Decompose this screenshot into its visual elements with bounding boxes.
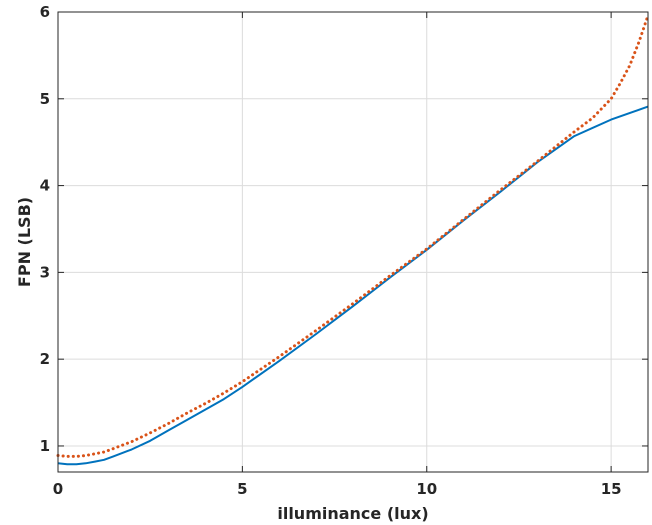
plot-frame — [57, 11, 649, 473]
series-line-solid — [57, 105, 649, 466]
y-tick-label: 6 — [40, 3, 50, 21]
y-tick-label: 5 — [40, 90, 50, 108]
x-tick-label: 0 — [53, 480, 63, 498]
axis-ticks: 0 5 10 15 1 2 3 4 5 6 — [40, 3, 648, 498]
plot-background — [58, 12, 648, 472]
y-tick-label: 4 — [40, 177, 50, 195]
x-tick-label: 15 — [601, 480, 622, 498]
x-tick-label: 10 — [416, 480, 437, 498]
y-axis-label: FPN (LSB) — [15, 197, 34, 287]
y-tick-label: 1 — [40, 437, 50, 455]
y-tick-label: 2 — [40, 350, 50, 368]
x-tick-label: 5 — [237, 480, 247, 498]
y-tick-label: 3 — [40, 263, 50, 281]
x-axis-label: illuminance (lux) — [277, 504, 428, 523]
series-group — [56, 14, 650, 466]
